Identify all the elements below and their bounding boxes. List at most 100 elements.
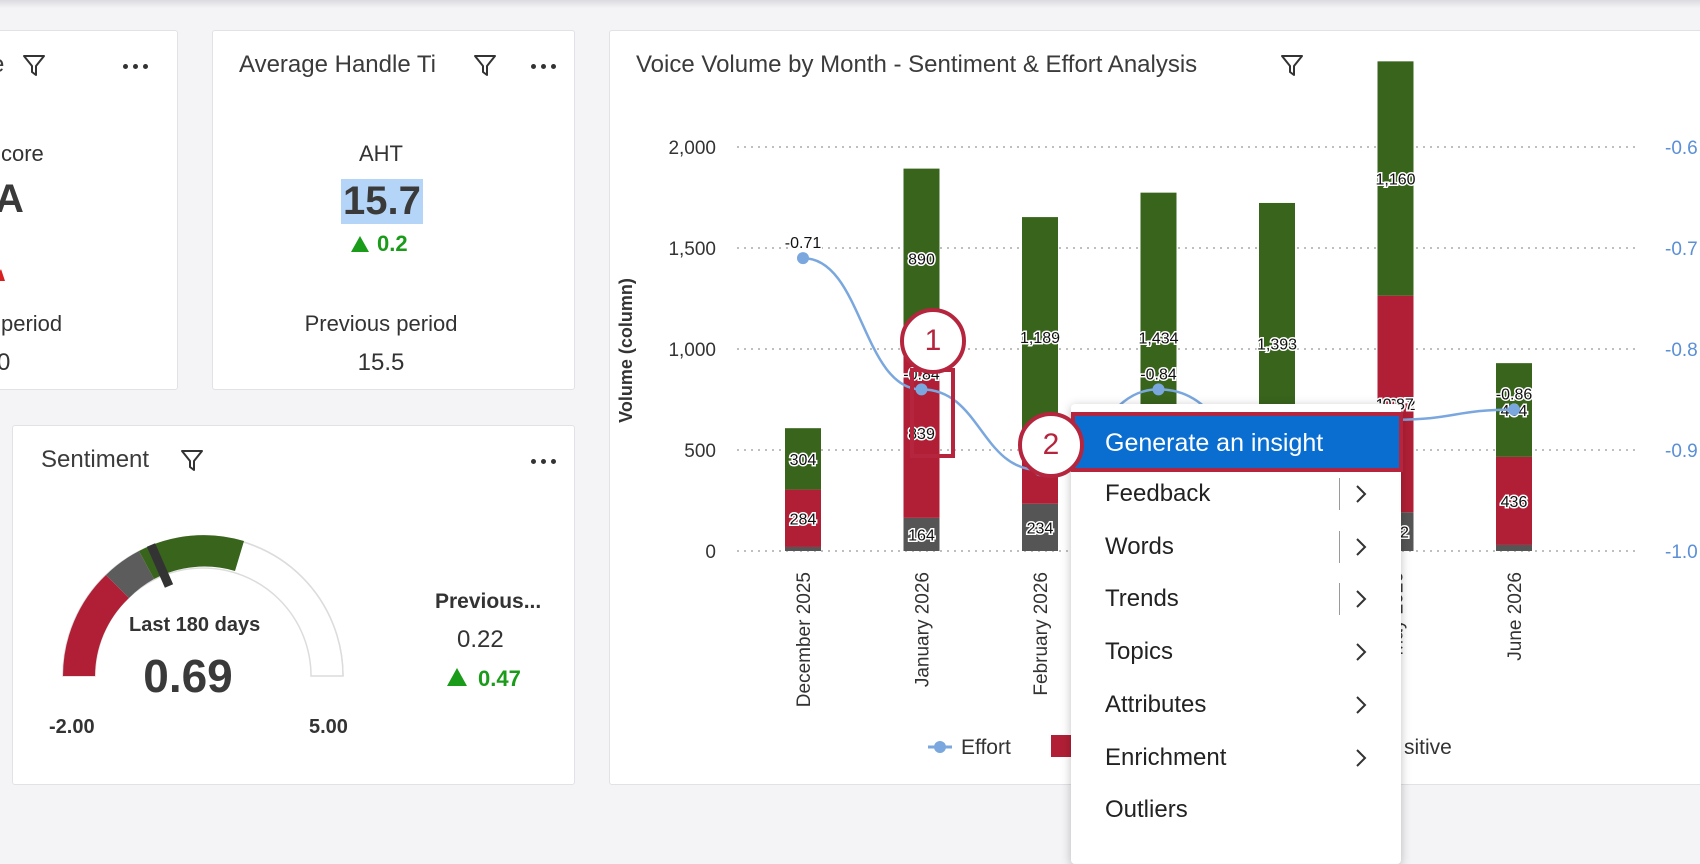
- effort-point: [797, 252, 809, 265]
- gauge-needle: [146, 543, 174, 588]
- previous-value: 0: [0, 349, 11, 376]
- menu-separator: [1339, 530, 1340, 563]
- tile-title: Sentiment: [41, 446, 150, 473]
- bar-neutral: [1022, 503, 1058, 551]
- menu-item-label: Feedback: [1105, 480, 1211, 507]
- bar-negative: [903, 348, 940, 518]
- triangle-up-icon: [351, 236, 369, 252]
- y-tick-label: 2,000: [668, 138, 716, 159]
- menu-separator: [1339, 478, 1340, 510]
- data-label: 164: [908, 527, 935, 544]
- menu-item-label: Trends: [1105, 585, 1179, 613]
- generate-insight-menu-item[interactable]: Generate an insight: [1071, 412, 1403, 472]
- gauge-label: Last 180 days: [129, 614, 261, 636]
- y2-tick-label: -0.8: [1665, 340, 1698, 361]
- menu-item-topics[interactable]: Topics: [1071, 626, 1401, 676]
- score-tile: e core A period 0: [0, 30, 178, 390]
- highlight-box: [910, 368, 955, 458]
- legend-swatch-negative: [1051, 735, 1073, 757]
- x-tick-label: February 2026: [1031, 572, 1052, 696]
- effort-point: [915, 383, 928, 396]
- tile-title: e: [0, 51, 4, 79]
- y-tick-label: 0: [705, 542, 716, 563]
- previous-label: Previous period: [304, 311, 458, 336]
- metric-change: 0.2: [377, 231, 408, 256]
- chevron-right-icon: [1356, 696, 1367, 714]
- menu-item-outliers[interactable]: Outliers: [1071, 784, 1401, 834]
- more-options-icon[interactable]: [123, 61, 153, 71]
- data-label: 284: [790, 511, 817, 528]
- aht-tile: Average Handle Ti AHT 15.7 0.2 Previous …: [212, 30, 575, 390]
- step-callout-2: 2: [1018, 412, 1084, 478]
- gauge-band-neutral: [106, 551, 154, 598]
- data-label: 1,434: [1138, 330, 1178, 347]
- previous-label: period: [1, 311, 63, 336]
- legend-label: Effort: [961, 736, 1011, 759]
- legend-label: sitive: [1404, 736, 1452, 759]
- x-tick-label: January 2026: [913, 572, 934, 687]
- sentiment-gauge: [62, 535, 344, 677]
- previous-value: 15.5: [357, 349, 405, 376]
- menu-item-feedback[interactable]: Feedback: [1071, 468, 1401, 518]
- triangle-up-icon: [447, 668, 467, 686]
- metric-value: 15.7: [341, 179, 423, 224]
- menu-item-enrichment[interactable]: Enrichment: [1071, 732, 1401, 782]
- data-label: 304: [790, 452, 817, 469]
- filter-icon[interactable]: [179, 448, 205, 474]
- effort-label: -0.86: [1496, 387, 1533, 404]
- previous-label: Previous...: [435, 590, 542, 613]
- menu-item-trends[interactable]: Trends: [1071, 573, 1401, 623]
- effort-label: -0.84: [1140, 366, 1177, 383]
- triangle-up-icon: [0, 269, 5, 281]
- menu-item-words[interactable]: Words: [1071, 521, 1401, 571]
- tile-title: Voice Volume by Month - Sentiment & Effo…: [636, 51, 1198, 78]
- bar-negative: [1496, 456, 1532, 545]
- metric-label: AHT: [359, 141, 403, 166]
- data-label: 1,160: [1375, 172, 1415, 189]
- gauge-band-negative: [62, 575, 129, 676]
- bar-neutral: [903, 517, 940, 551]
- menu-item-label: Attributes: [1105, 690, 1207, 718]
- y2-tick-label: -0.9: [1665, 441, 1698, 462]
- bar-negative: [785, 489, 821, 547]
- filter-icon[interactable]: [472, 53, 498, 79]
- filter-icon[interactable]: [21, 53, 47, 79]
- menu-item-label: Enrichment: [1105, 743, 1227, 771]
- metric-value: 0.69: [143, 650, 233, 702]
- tile-title: Average Handle Ti: [239, 51, 437, 78]
- data-label: 1,189: [1020, 330, 1060, 347]
- x-tick-label: December 2025: [794, 572, 815, 707]
- menu-item-label: Words: [1105, 532, 1174, 560]
- x-tick-label: June 2026: [1505, 572, 1526, 661]
- chevron-right-icon: [1356, 643, 1367, 661]
- gauge-max: 5.00: [309, 716, 348, 738]
- y-tick-label: 1,500: [668, 239, 716, 260]
- menu-item-label: Topics: [1105, 638, 1174, 666]
- more-options-icon[interactable]: [531, 456, 561, 466]
- previous-value: 0.22: [457, 626, 504, 653]
- data-label: 839: [908, 426, 935, 443]
- legend-effort-marker: [934, 741, 946, 753]
- effort-point: [1152, 383, 1165, 396]
- y2-tick-label: -0.7: [1665, 239, 1698, 260]
- chevron-right-icon: [1356, 485, 1367, 503]
- context-menu: Feedback Words Trends Topics Attributes Enric…: [1071, 404, 1401, 864]
- more-options-icon[interactable]: [531, 61, 561, 71]
- bar-neutral: [785, 546, 821, 551]
- y-tick-label: 500: [684, 441, 716, 462]
- gauge-min: -2.00: [49, 716, 95, 738]
- menu-item-label: Generate an insight: [1105, 429, 1324, 457]
- chevron-right-icon: [1356, 537, 1367, 556]
- sentiment-tile: Sentiment Last 180 days 0.69 -2.00 5.00 …: [12, 425, 575, 785]
- filter-icon[interactable]: [1279, 53, 1305, 79]
- metric-change: 0.47: [478, 666, 521, 691]
- data-label: 1,393: [1257, 337, 1297, 354]
- data-label: 890: [908, 252, 935, 269]
- bar-positive: [1377, 61, 1414, 296]
- data-label: 436: [1501, 494, 1528, 511]
- bar-positive: [785, 428, 821, 490]
- effort-label: -0.71: [785, 235, 822, 252]
- menu-item-attributes[interactable]: Attributes: [1071, 679, 1401, 729]
- y2-tick-label: -1.0: [1665, 542, 1698, 563]
